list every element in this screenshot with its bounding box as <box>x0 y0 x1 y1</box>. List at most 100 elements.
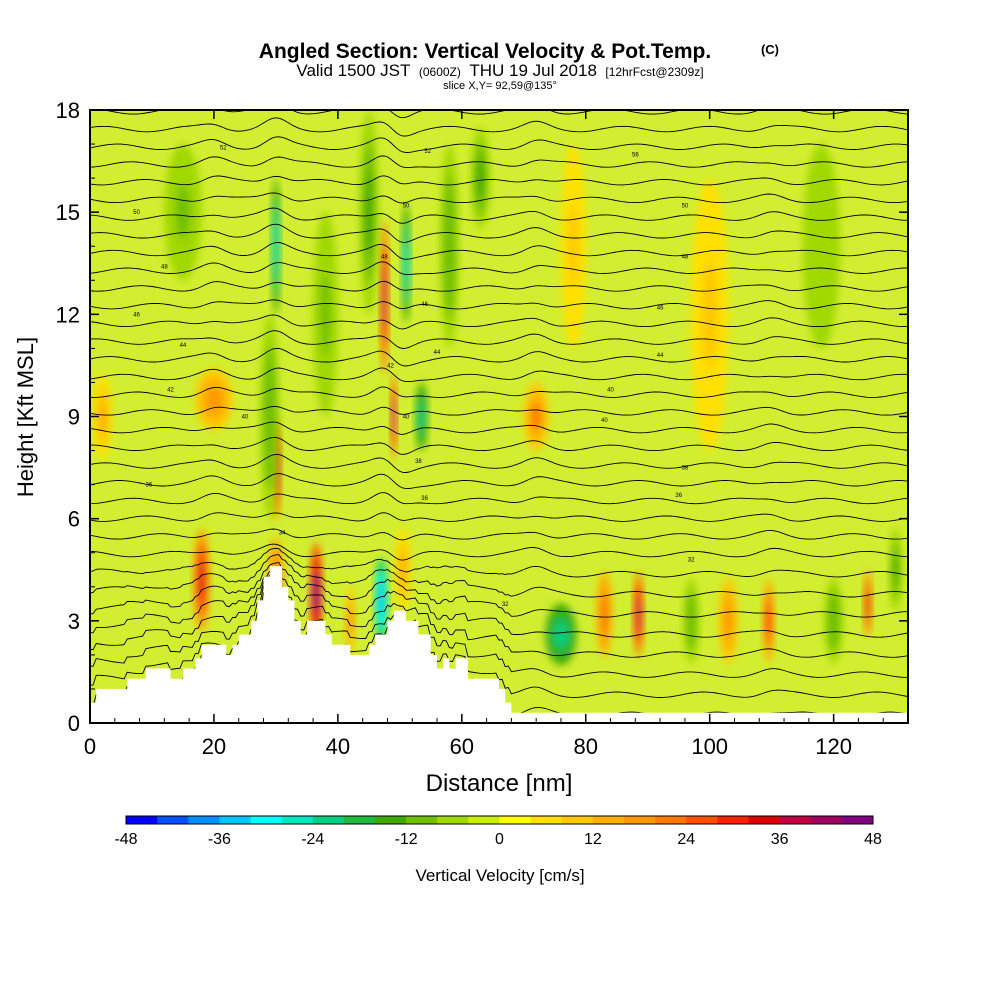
contour-label: 38 <box>682 466 689 472</box>
velocity-cell-16 <box>633 571 644 657</box>
isentrope-line <box>90 574 908 658</box>
colorbar-swatch <box>188 816 220 824</box>
colorbar-swatch <box>250 816 283 824</box>
isentrope-line <box>90 421 908 435</box>
velocity-cell-24 <box>359 110 379 315</box>
colorbar-swatch <box>624 816 656 824</box>
isentrope-line <box>90 330 908 349</box>
contour-label: 52 <box>424 149 431 155</box>
colorbar-swatch <box>343 816 376 824</box>
colorbar-swatch <box>779 816 812 824</box>
isentrope-line <box>101 110 908 119</box>
isentrope-line <box>90 473 908 490</box>
terrain <box>90 566 908 723</box>
colorbar-swatch <box>748 816 781 824</box>
contour-label: 40 <box>601 418 608 424</box>
isentrope-line <box>90 207 908 224</box>
slice-info: slice X,Y= 92,59@135° <box>443 80 557 92</box>
velocity-cell-31 <box>164 144 202 281</box>
x-axis-label: Distance [nm] <box>426 770 573 797</box>
velocity-cell-22 <box>863 569 872 638</box>
contour-label: 48 <box>381 254 388 260</box>
colorbar-swatch <box>592 816 625 824</box>
isentrope-line <box>90 347 908 367</box>
isentrope-line <box>90 242 908 260</box>
velocity-cell-14 <box>195 368 233 431</box>
contour-label: 48 <box>161 265 168 271</box>
colorbar-tick-label: 0 <box>495 831 504 848</box>
x-tick-label: 120 <box>815 734 852 759</box>
velocity-cell-21 <box>824 578 843 664</box>
isentrope-line <box>90 175 908 186</box>
colorbar-swatch <box>219 816 251 824</box>
colorbar-swatch <box>312 816 345 824</box>
isentrope-line <box>90 547 908 578</box>
colorbar-swatch <box>157 816 189 824</box>
isentrope-line <box>90 367 908 383</box>
velocity-cell-25 <box>440 144 459 349</box>
velocity-field <box>93 110 902 666</box>
y-tick-label: 3 <box>68 609 80 634</box>
isentrope-line <box>90 492 908 505</box>
contour-label: 46 <box>421 302 428 308</box>
isentrope-line <box>90 569 908 638</box>
velocity-cell-18 <box>683 578 699 664</box>
y-tick-label: 15 <box>56 200 80 225</box>
isentrope-line <box>90 436 908 455</box>
isentrope-line <box>90 314 908 330</box>
subtitle-date: THU 19 Jul 2018 <box>469 61 597 80</box>
colorbar-swatch <box>406 816 438 824</box>
contour-label: 42 <box>167 387 174 393</box>
x-tick-label: 40 <box>326 734 350 759</box>
colorbar-swatch <box>655 816 687 824</box>
velocity-cell-30 <box>802 144 840 349</box>
x-tick-label: 0 <box>84 734 96 759</box>
isentrope-line <box>90 261 908 276</box>
velocity-cell-4 <box>375 557 388 643</box>
contour-label: 34 <box>279 530 286 536</box>
contour-label: 52 <box>220 145 227 151</box>
colorbar-tick-label: -24 <box>301 831 324 848</box>
velocity-cell-9 <box>415 382 428 451</box>
contour-label: 46 <box>657 306 664 312</box>
velocity-cell-6 <box>380 220 389 374</box>
colorbar-tick-label: 36 <box>771 831 789 848</box>
contour-label: 38 <box>415 459 422 465</box>
y-tick-label: 6 <box>68 507 80 532</box>
contour-labels: 52 52 56 50 50 50 48 48 48 46 46 46 44 44 44 42 42 40 40 40… <box>133 145 695 607</box>
subtitle-forecast: [12hrFcst@2309z] <box>605 65 703 79</box>
colorbar-tick-label: -12 <box>395 831 418 848</box>
colorbar-swatch <box>375 816 407 824</box>
contour-label: 32 <box>688 558 695 564</box>
contour-label: 44 <box>180 343 187 349</box>
isentrope-line <box>90 554 908 598</box>
contour-label: 46 <box>133 312 140 318</box>
velocity-cell-10 <box>271 178 281 315</box>
isentrope-line <box>90 136 908 153</box>
x-tick-label: 20 <box>202 734 226 759</box>
isentrope-line <box>90 280 908 292</box>
contour-label: 56 <box>632 152 639 158</box>
x-tick-label: 80 <box>574 734 598 759</box>
isentrope-line <box>90 562 908 618</box>
velocity-cell-29 <box>691 178 729 451</box>
colorbar-swatch <box>561 816 594 824</box>
subtitle-utc: (0600Z) <box>419 65 461 79</box>
colorbar-swatch <box>437 816 469 824</box>
velocity-cell-13 <box>523 382 549 451</box>
colorbar-tick-label: 48 <box>864 831 882 848</box>
velocity-cell-17 <box>596 571 613 657</box>
isentrope-line <box>90 117 908 137</box>
isentrope-line <box>90 528 908 541</box>
isentrope-line <box>90 512 908 522</box>
velocity-cell-23 <box>889 527 902 613</box>
y-axis-label: Height [Kft MSL] <box>13 337 38 497</box>
contour-label: 40 <box>403 415 410 421</box>
velocity-cell-7 <box>390 373 397 460</box>
contour-label: 50 <box>682 203 689 209</box>
subtitle-valid: Valid 1500 JST <box>296 61 410 80</box>
colorbar-swatch <box>686 816 718 824</box>
contour-label: 44 <box>657 353 664 359</box>
colorbar-tick-label: 24 <box>677 831 695 848</box>
